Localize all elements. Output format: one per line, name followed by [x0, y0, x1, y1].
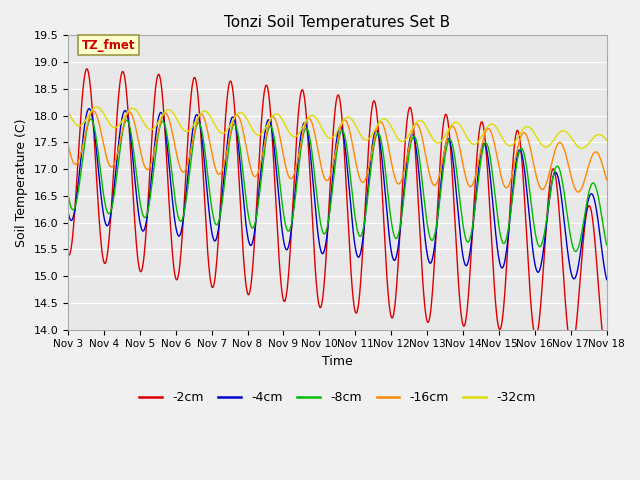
- -8cm: [64, 191, 72, 197]
- -8cm: [244, 213, 252, 219]
- -4cm: [492, 228, 499, 234]
- -16cm: [172, 144, 179, 150]
- -16cm: [184, 159, 192, 165]
- -2cm: [421, 306, 429, 312]
- -32cm: [421, 122, 429, 128]
- -32cm: [492, 123, 499, 129]
- -2cm: [244, 292, 252, 298]
- -32cm: [244, 119, 252, 125]
- -16cm: [64, 141, 72, 147]
- Line: -16cm: -16cm: [68, 111, 607, 192]
- -4cm: [539, 251, 547, 256]
- -2cm: [539, 271, 547, 277]
- -8cm: [492, 196, 499, 202]
- Title: Tonzi Soil Temperatures Set B: Tonzi Soil Temperatures Set B: [224, 15, 451, 30]
- -2cm: [492, 299, 499, 304]
- -8cm: [184, 181, 192, 187]
- X-axis label: Time: Time: [322, 355, 353, 368]
- -2cm: [603, 358, 611, 364]
- -32cm: [578, 145, 586, 151]
- Line: -2cm: -2cm: [68, 69, 607, 361]
- -16cm: [90, 108, 97, 114]
- -32cm: [603, 137, 611, 143]
- -32cm: [64, 109, 72, 115]
- -8cm: [539, 237, 547, 243]
- -16cm: [574, 189, 582, 195]
- Line: -4cm: -4cm: [68, 108, 607, 279]
- -16cm: [539, 187, 547, 192]
- -16cm: [244, 156, 252, 161]
- -4cm: [244, 238, 252, 243]
- -2cm: [184, 132, 192, 137]
- -2cm: [83, 66, 91, 72]
- -32cm: [184, 128, 192, 134]
- -8cm: [172, 196, 179, 202]
- -4cm: [64, 209, 72, 215]
- -4cm: [421, 236, 429, 242]
- -16cm: [492, 146, 499, 152]
- -4cm: [85, 106, 93, 111]
- Text: TZ_fmet: TZ_fmet: [81, 38, 135, 51]
- -32cm: [93, 104, 100, 110]
- -8cm: [603, 242, 611, 248]
- Line: -32cm: -32cm: [68, 107, 607, 148]
- Legend: -2cm, -4cm, -8cm, -16cm, -32cm: -2cm, -4cm, -8cm, -16cm, -32cm: [134, 386, 540, 409]
- -4cm: [603, 276, 611, 282]
- -32cm: [539, 143, 547, 149]
- -8cm: [421, 204, 429, 210]
- -2cm: [64, 251, 72, 257]
- -8cm: [572, 249, 579, 254]
- -8cm: [87, 116, 95, 122]
- Y-axis label: Soil Temperature (C): Soil Temperature (C): [15, 118, 28, 247]
- -16cm: [421, 149, 429, 155]
- -2cm: [172, 273, 179, 279]
- Line: -8cm: -8cm: [68, 119, 607, 252]
- -32cm: [172, 113, 179, 119]
- -4cm: [172, 219, 179, 225]
- -4cm: [184, 169, 192, 175]
- -16cm: [603, 177, 611, 183]
